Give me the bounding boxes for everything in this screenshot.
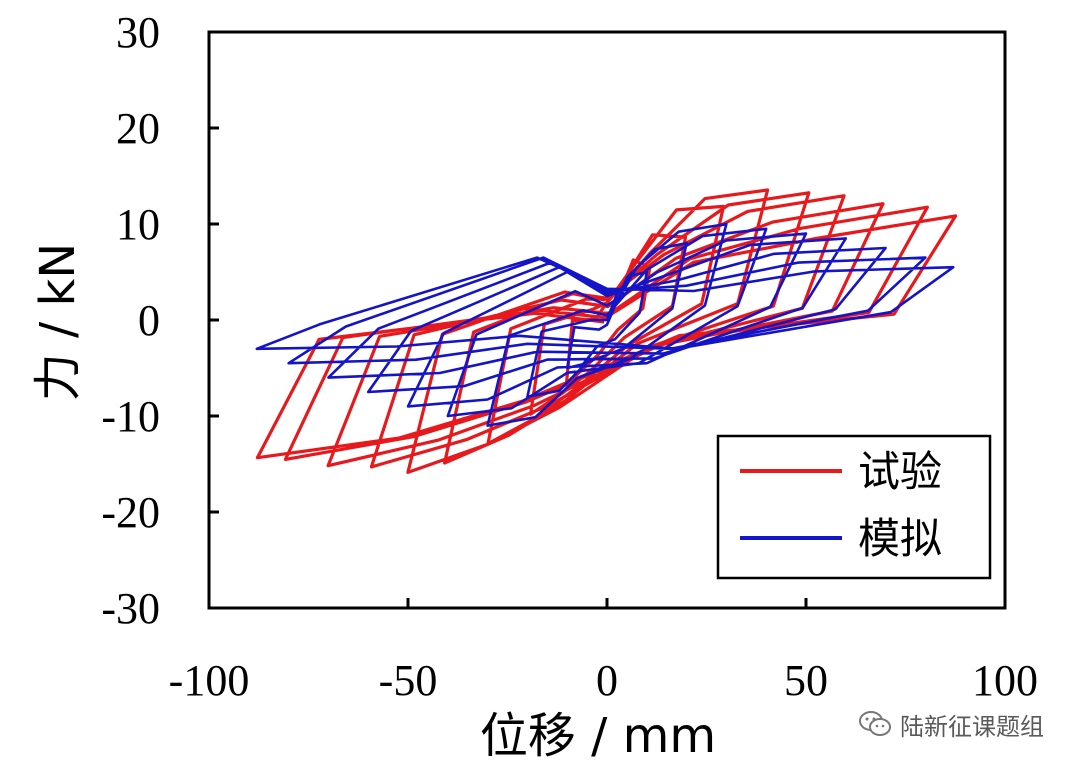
legend-label-1: 试验 xyxy=(858,447,942,496)
series-layer xyxy=(255,188,958,474)
y-tick-label: 10 xyxy=(116,200,160,249)
watermark-text: 陆新征课题组 xyxy=(900,712,1044,741)
wechat-icon xyxy=(859,711,891,736)
x-tick-label: 100 xyxy=(972,656,1038,705)
series-line-1 xyxy=(255,188,958,474)
series-line-2 xyxy=(255,222,955,427)
y-tick-label: -10 xyxy=(101,392,160,441)
x-tick-label: 50 xyxy=(784,656,828,705)
legend-box xyxy=(716,434,992,580)
x-tick-label: 0 xyxy=(596,656,618,705)
watermark: 陆新征课题组 xyxy=(858,704,1044,744)
y-tick-label: -20 xyxy=(101,488,160,537)
x-tick-label: -50 xyxy=(379,656,438,705)
x-axis-title: 位移 / mm xyxy=(480,708,716,764)
x-tick-label: -100 xyxy=(169,656,250,705)
y-tick-label: 20 xyxy=(116,104,160,153)
y-axis-title: 力 / kN xyxy=(30,243,86,401)
y-tick-label: -30 xyxy=(101,584,160,633)
y-tick-label: 30 xyxy=(116,8,160,57)
y-tick-label: 0 xyxy=(138,296,160,345)
legend-label-2: 模拟 xyxy=(858,514,942,563)
